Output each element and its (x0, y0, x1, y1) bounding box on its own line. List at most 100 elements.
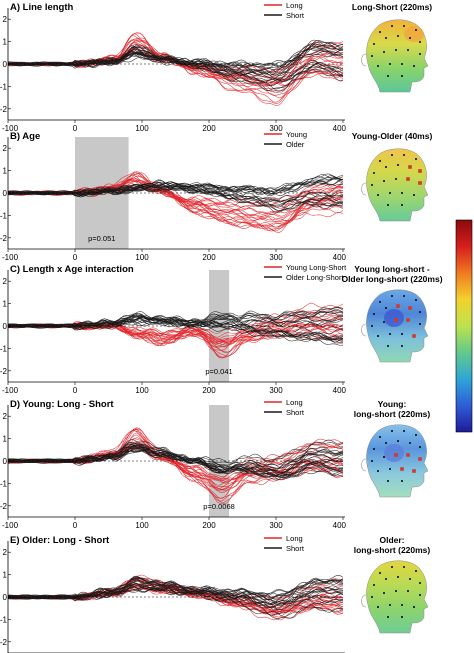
x-tick-label: 200 (202, 124, 216, 133)
significant-electrode (396, 304, 400, 308)
y-tick-label: -2 (0, 502, 8, 511)
electrode (391, 430, 393, 432)
panel-title: C) Length x Age interaction (10, 264, 134, 275)
electrode (409, 37, 411, 39)
series-red (7, 171, 344, 234)
electrode (397, 164, 399, 166)
head-topomap (361, 148, 429, 222)
electrode (401, 63, 403, 65)
electrode (413, 65, 415, 67)
legend-label: Short (286, 11, 305, 20)
electrode (371, 325, 373, 327)
y-tick-label: -2 (0, 105, 8, 114)
y-tick-label: -2 (0, 234, 8, 243)
ear-icon (361, 182, 367, 196)
electrode (389, 63, 391, 65)
trace (7, 318, 344, 340)
electrode (419, 582, 421, 584)
electrode (419, 41, 421, 43)
trace (8, 315, 344, 327)
electrode (385, 442, 387, 444)
positive-activation (404, 26, 424, 42)
y-tick-label: 0 (3, 593, 8, 602)
electrode (373, 43, 375, 45)
electrode (389, 468, 391, 470)
ear-icon (361, 458, 367, 472)
x-tick-label: 400 (333, 521, 347, 530)
topomap-title: Young long-short - (354, 264, 430, 274)
x-tick-label: 300 (269, 124, 283, 133)
trace (8, 172, 344, 234)
electrode (409, 578, 411, 580)
head-topomap (361, 424, 429, 498)
y-tick-label: 1 (3, 300, 8, 309)
electrode (395, 178, 397, 180)
significant-electrode (412, 334, 416, 338)
electrode (403, 295, 405, 297)
electrode (377, 65, 379, 67)
electrode (383, 592, 385, 594)
electrode (391, 25, 393, 27)
electrode (387, 345, 389, 347)
x-tick-label: 400 (333, 124, 347, 133)
x-tick-label: 100 (135, 253, 149, 262)
series-red (7, 302, 344, 359)
legend-label: Young (286, 130, 307, 139)
electrode (397, 576, 399, 578)
series-black (7, 574, 344, 619)
significant-electrode (394, 453, 398, 457)
electrodes (371, 25, 421, 77)
head-topomap (361, 560, 429, 634)
trace (7, 445, 344, 478)
electrode (379, 572, 381, 574)
panel-b: 2 1 0 -1 -2 -100 0 100 200 300 400 B) Age YoungOlder… (0, 130, 432, 262)
x-tick-label: 200 (202, 386, 216, 395)
x-tick-label: -100 (2, 124, 19, 133)
electrode (371, 184, 373, 186)
y-tick-label: -1 (0, 82, 8, 91)
x-tick-label: 300 (269, 386, 283, 395)
electrode (403, 430, 405, 432)
electrode (379, 160, 381, 162)
x-tick-label: 100 (135, 124, 149, 133)
electrode (389, 333, 391, 335)
electrode (383, 456, 385, 458)
y-tick-label: -1 (0, 615, 8, 624)
electrode (373, 172, 375, 174)
series-black (7, 306, 344, 346)
y-tick-label: 2 (3, 277, 8, 286)
trace (7, 577, 344, 603)
electrode (415, 570, 417, 572)
electrode (387, 75, 389, 77)
electrode (401, 192, 403, 194)
electrode (403, 25, 405, 27)
electrode (407, 49, 409, 51)
colorbar-scale (455, 219, 473, 433)
y-tick-label: 1 (3, 167, 8, 176)
trace (7, 315, 344, 341)
electrode (401, 75, 403, 77)
series-red (7, 32, 344, 106)
x-tick-label: 200 (202, 253, 216, 262)
negative-activation (384, 309, 404, 327)
electrode (401, 480, 403, 482)
electrode (377, 194, 379, 196)
y-tick-label: 1 (3, 435, 8, 444)
topomap-title: long-short (220ms) (354, 545, 431, 555)
head-shape (366, 560, 429, 634)
x-tick-label: -100 (2, 253, 19, 262)
x-tick-label: 0 (73, 521, 78, 530)
significant-electrode (408, 165, 412, 169)
significant-electrode (406, 318, 410, 322)
x-tick-label: 0 (73, 253, 78, 262)
electrode (371, 55, 373, 57)
y-tick-label: 0 (3, 322, 8, 331)
x-tick-label: 0 (73, 386, 78, 395)
electrode (373, 313, 375, 315)
trace (7, 185, 344, 204)
electrode (379, 31, 381, 33)
electrode (401, 333, 403, 335)
legend-label: Short (286, 408, 305, 417)
electrode (391, 154, 393, 156)
trace (8, 51, 344, 90)
